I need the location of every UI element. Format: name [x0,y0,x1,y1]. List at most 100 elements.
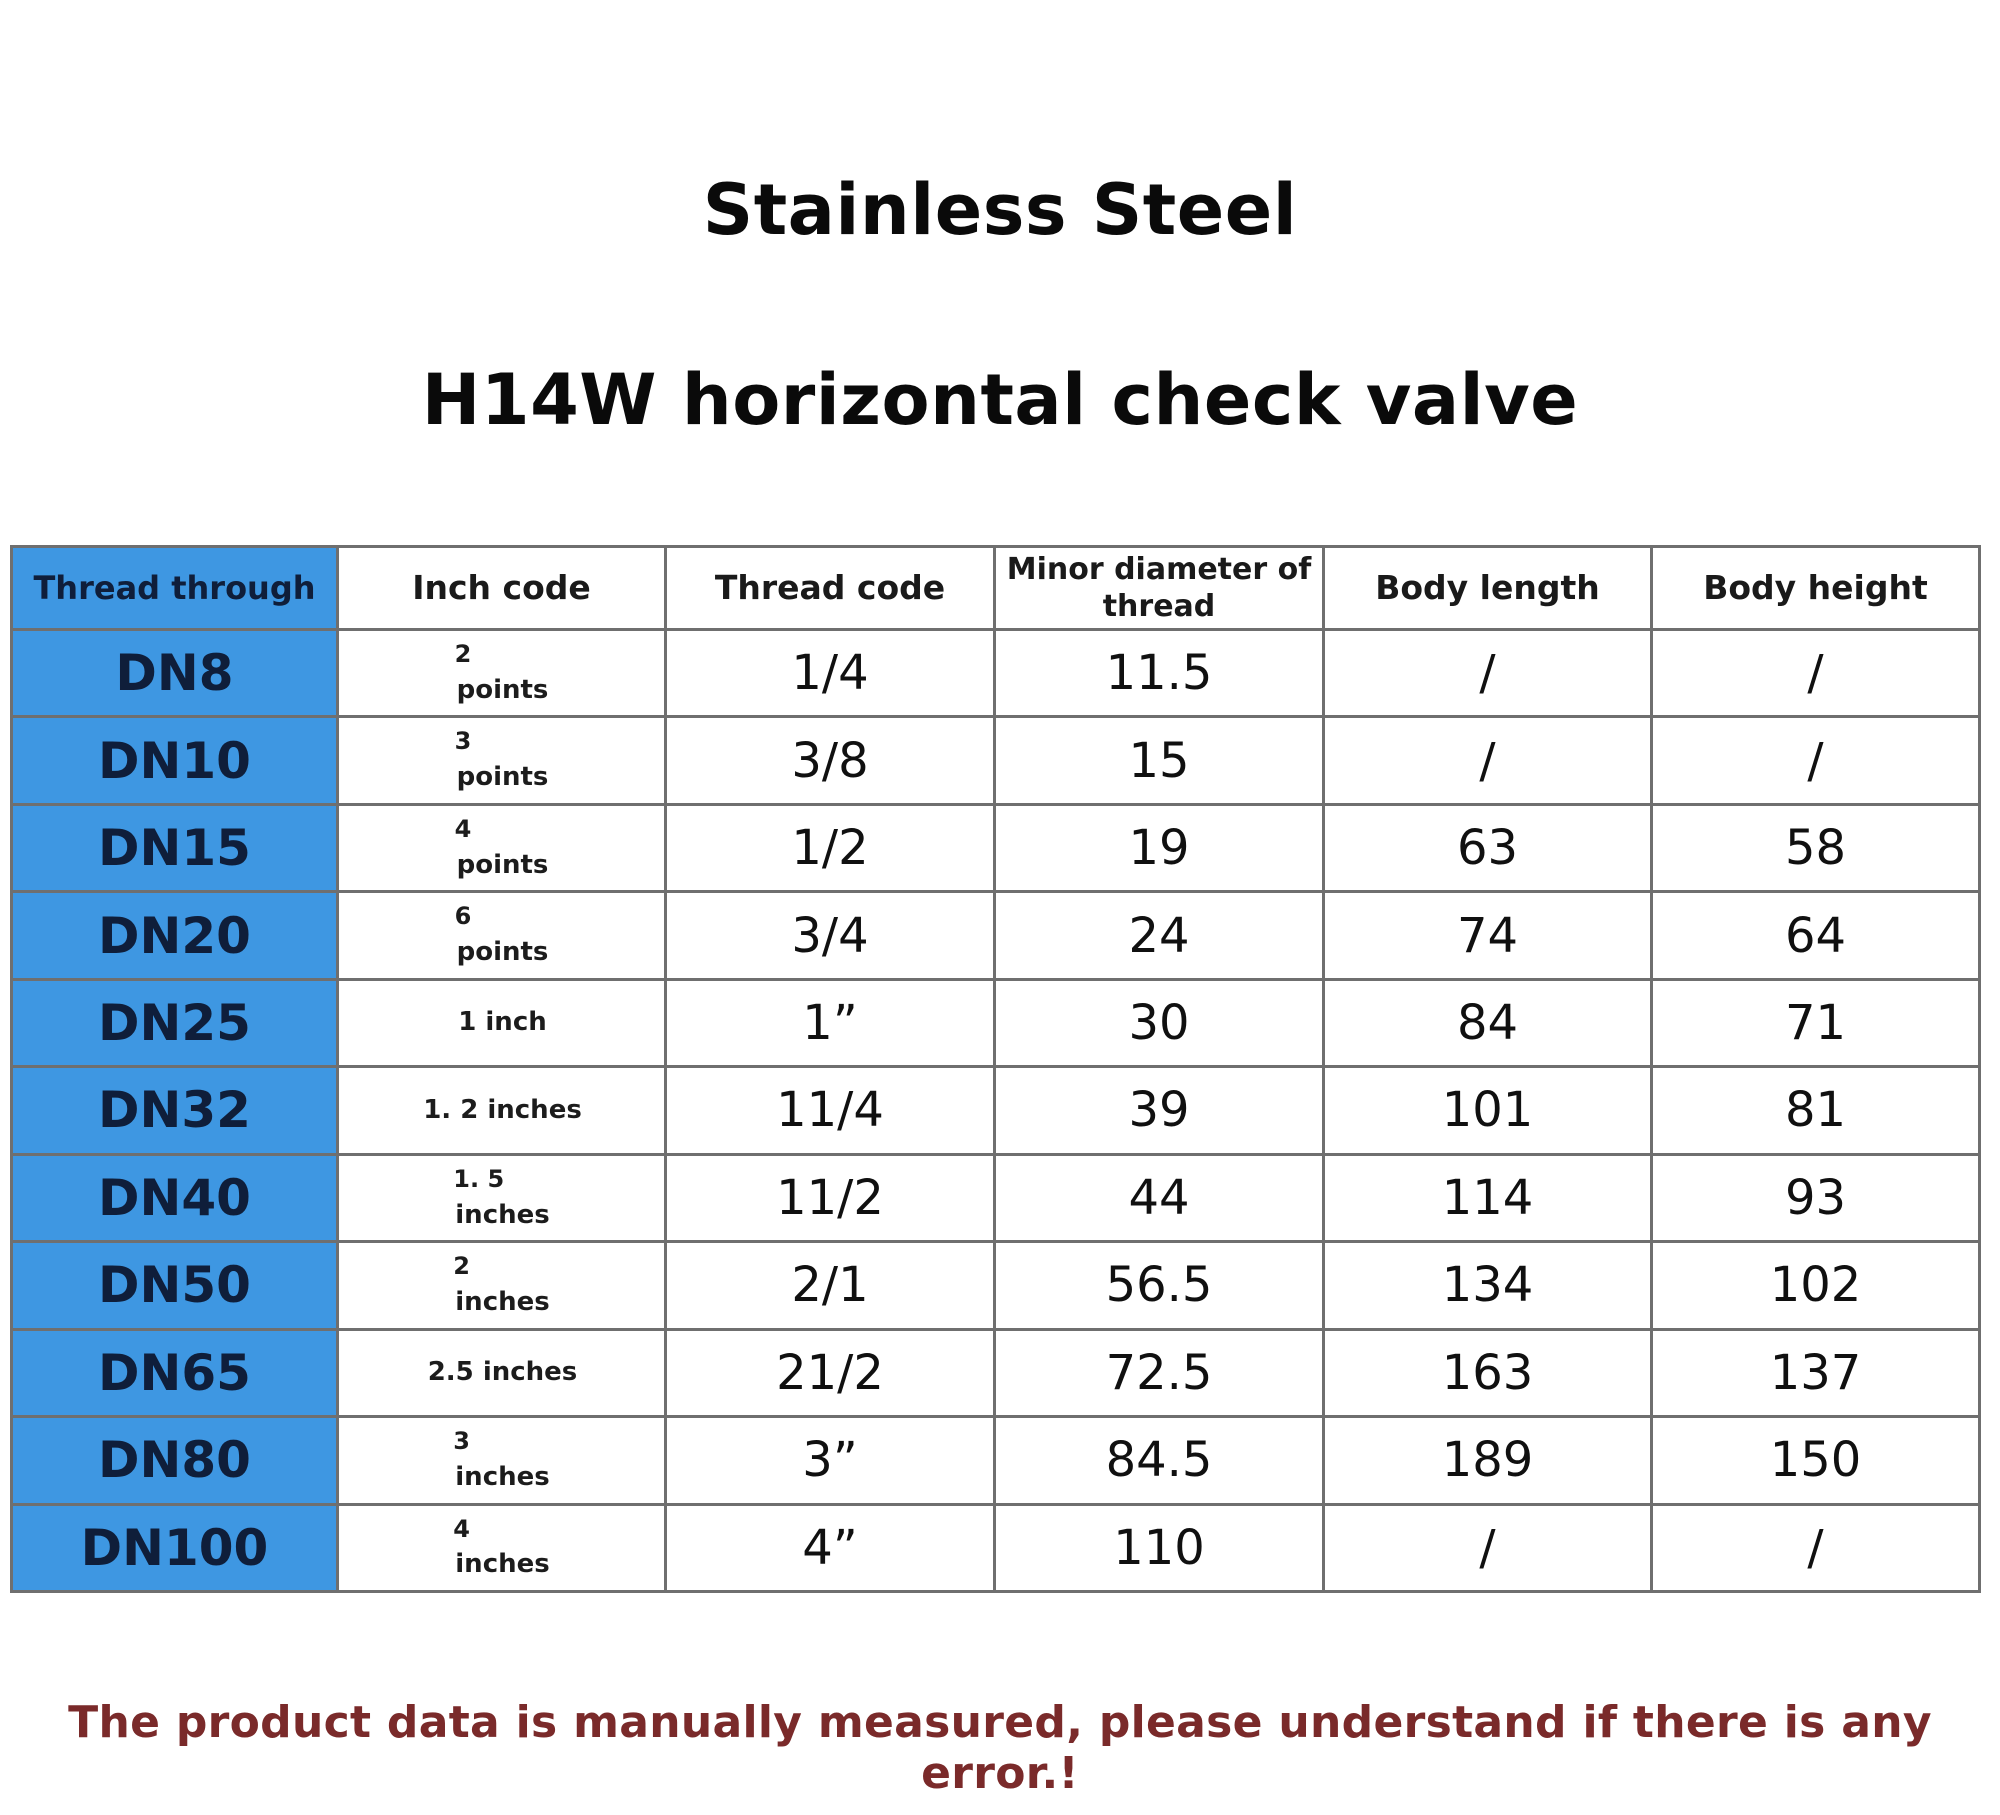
table-row: DN25 1 inch 1” 30 84 71 [10,977,1981,1069]
cell-body-height: 102 [1650,1240,1981,1331]
header-inch-code: Inch code [336,545,667,631]
cell-inch-code: 1 inch [336,977,667,1069]
cell-dn: DN10 [10,715,339,806]
inch-code-top: 6 [454,902,472,931]
cell-body-height: 81 [1650,1065,1981,1156]
cell-body-height: 137 [1650,1327,1981,1419]
cell-thread-code: 1” [664,977,996,1069]
cell-body-height: 93 [1650,1152,1981,1244]
inch-code-bottom: points [456,674,549,705]
cell-thread-code: 1/4 [664,627,996,719]
cell-body-length: 74 [1322,890,1653,981]
inch-code-top: 1. 5 [453,1164,505,1193]
table-row: DN8 2 points 1/4 11.5 / / [10,627,1981,719]
cell-dn: DN15 [10,802,339,894]
header-minor-diameter: Minor diameter of thread [993,545,1325,631]
inch-code-top: 2 [454,639,472,668]
cell-minor-diameter: 56.5 [993,1240,1325,1331]
inch-code-top: 2 [453,1252,470,1281]
inch-code-bottom: points [456,849,549,880]
inch-code-top: 4 [453,1514,470,1543]
product-subtitle: H14W horizontal check valve [421,359,1579,441]
cell-thread-code: 3” [664,1415,996,1506]
table-row: DN50 2 inches 2/1 56.5 134 102 [10,1240,1981,1331]
cell-dn: DN20 [10,890,339,981]
table-row: DN32 1. 2 inches 11/4 39 101 81 [10,1065,1981,1156]
cell-dn: DN25 [10,977,339,1069]
cell-body-height: 64 [1650,890,1981,981]
header-body-height: Body height [1650,545,1981,631]
cell-inch-code: 4 inches [336,1502,667,1594]
cell-body-height: 150 [1650,1415,1981,1506]
cell-body-length: / [1322,627,1653,719]
cell-body-length: 101 [1322,1065,1653,1156]
cell-minor-diameter: 30 [993,977,1325,1069]
table-row: DN65 2.5 inches 21/2 72.5 163 137 [10,1327,1981,1419]
cell-minor-diameter: 44 [993,1152,1325,1244]
table-row: DN15 4 points 1/2 19 63 58 [10,802,1981,894]
cell-body-length: 163 [1322,1327,1653,1419]
inch-code-bottom: inches [455,1461,550,1492]
header-body-length: Body length [1322,545,1653,631]
cell-dn: DN8 [10,627,339,719]
cell-inch-code: 2 inches [336,1240,667,1331]
cell-inch-code: 1. 2 inches [336,1065,667,1156]
inch-code-bottom: inches [455,1549,550,1580]
cell-thread-code: 4” [664,1502,996,1594]
cell-thread-code: 3/8 [664,715,996,806]
cell-thread-code: 2/1 [664,1240,996,1331]
table-header-row: Thread through Inch code Thread code Min… [10,545,1981,631]
cell-dn: DN65 [10,1327,339,1419]
cell-minor-diameter: 39 [993,1065,1325,1156]
header-thread-through: Thread through [10,545,339,631]
cell-body-height: / [1650,627,1981,719]
inch-code-bottom: inches [455,1286,550,1317]
header-thread-code: Thread code [664,545,996,631]
cell-thread-code: 21/2 [664,1327,996,1419]
cell-body-length: / [1322,1502,1653,1594]
cell-body-height: 71 [1650,977,1981,1069]
cell-dn: DN100 [10,1502,339,1594]
cell-body-height: / [1650,1502,1981,1594]
table-row: DN20 6 points 3/4 24 74 64 [10,890,1981,981]
disclaimer-note: The product data is manually measured, p… [68,1697,1932,1799]
cell-body-length: 63 [1322,802,1653,894]
cell-inch-code: 6 points [336,890,667,981]
inch-code-top: 3 [453,1427,470,1456]
cell-body-length: 114 [1322,1152,1653,1244]
table-row: DN80 3 inches 3” 84.5 189 150 [10,1415,1981,1506]
spec-table: Thread through Inch code Thread code Min… [10,545,1981,1594]
cell-dn: DN40 [10,1152,339,1244]
cell-minor-diameter: 11.5 [993,627,1325,719]
cell-body-height: 58 [1650,802,1981,894]
cell-inch-code: 2.5 inches [336,1327,667,1419]
cell-inch-code: 4 points [336,802,667,894]
inch-code-top: 3 [454,727,472,756]
cell-thread-code: 11/4 [664,1065,996,1156]
cell-minor-diameter: 24 [993,890,1325,981]
cell-minor-diameter: 19 [993,802,1325,894]
cell-body-length: 134 [1322,1240,1653,1331]
cell-minor-diameter: 72.5 [993,1327,1325,1419]
cell-body-height: / [1650,715,1981,806]
page-title: Stainless Steel [702,169,1298,251]
inch-code-bottom: points [456,937,549,968]
cell-thread-code: 1/2 [664,802,996,894]
table-row: DN100 4 inches 4” 110 / / [10,1502,1981,1594]
inch-code-bottom: 2.5 inches [427,1357,578,1387]
table-row: DN40 1. 5 inches 11/2 44 114 93 [10,1152,1981,1244]
inch-code-bottom: points [456,762,549,793]
cell-body-length: 84 [1322,977,1653,1069]
cell-inch-code: 3 points [336,715,667,806]
cell-minor-diameter: 84.5 [993,1415,1325,1506]
cell-dn: DN32 [10,1065,339,1156]
cell-thread-code: 11/2 [664,1152,996,1244]
cell-inch-code: 3 inches [336,1415,667,1506]
table-row: DN10 3 points 3/8 15 / / [10,715,1981,806]
cell-inch-code: 1. 5 inches [336,1152,667,1244]
inch-code-bottom: inches [455,1199,550,1230]
inch-code-bottom: 1 inch [458,1007,547,1038]
cell-thread-code: 3/4 [664,890,996,981]
cell-body-length: / [1322,715,1653,806]
cell-body-length: 189 [1322,1415,1653,1506]
